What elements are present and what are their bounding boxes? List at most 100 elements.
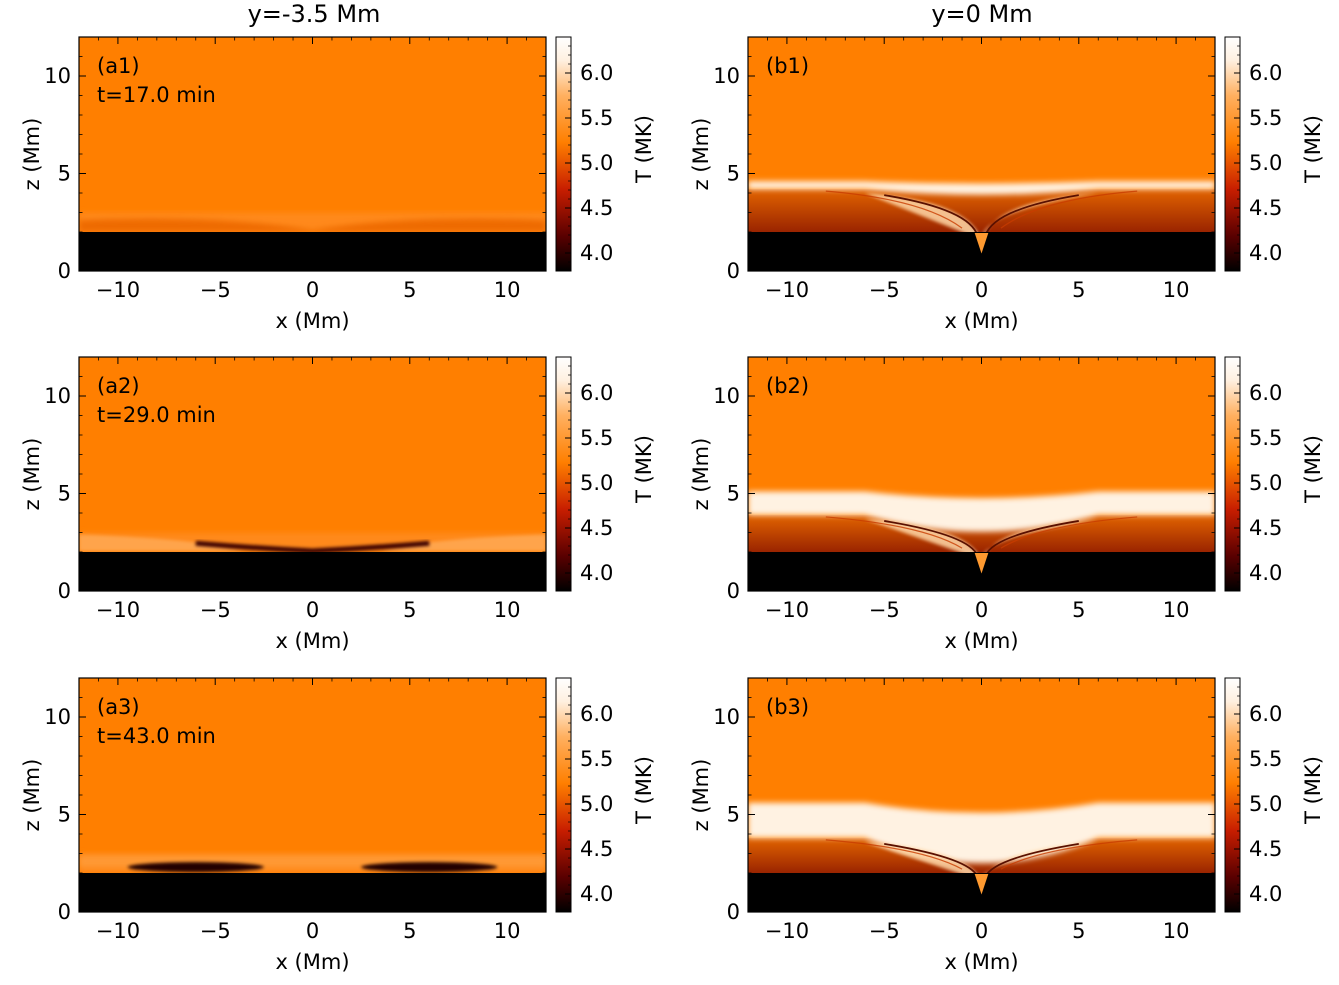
jet-v <box>864 193 1099 242</box>
loop-left <box>825 839 963 870</box>
y-tick-label: 5 <box>727 162 740 186</box>
column-title-left: y=-3.5 Mm <box>248 0 381 28</box>
y-axis-label: z (Mm) <box>20 438 44 511</box>
x-tick-label: −5 <box>200 598 231 622</box>
x-axis-label: x (Mm) <box>275 950 349 974</box>
colorbar: 4.0 4.5 5.0 5.5 6.0 T (MK) <box>1224 36 1325 272</box>
x-tick-label: −10 <box>96 598 140 622</box>
time-label: t=43.0 min <box>97 724 216 748</box>
y-tick-label: 0 <box>727 259 740 283</box>
x-tick-label: 5 <box>1072 278 1085 302</box>
y-axis-label: z (Mm) <box>689 759 713 832</box>
loop-right <box>1000 190 1138 229</box>
hot-strand-right <box>380 534 546 552</box>
x-tick-label: 10 <box>1163 919 1190 943</box>
x-tick-label: 0 <box>975 598 988 622</box>
colorbar-tick-label: 5.0 <box>1249 151 1282 175</box>
colorbar-tick-label: 4.0 <box>580 882 613 906</box>
y-tick-label: 5 <box>58 162 71 186</box>
loop-feature <box>79 218 546 232</box>
colorbar-tick-label: 4.0 <box>580 561 613 585</box>
x-tick-label: 0 <box>306 598 319 622</box>
y-tick-label: 0 <box>727 900 740 924</box>
x-axis-label: x (Mm) <box>275 309 349 333</box>
x-tick-label: 5 <box>1072 598 1085 622</box>
colorbar-tick-label: 5.0 <box>580 471 613 495</box>
colorbar-tick-label: 4.5 <box>580 516 613 540</box>
hot-layer <box>748 802 1215 864</box>
colorbar-tick-label: 4.5 <box>1249 196 1282 220</box>
colorbar-tick-label: 6.0 <box>580 381 613 405</box>
colorbar-tick-label: 4.0 <box>1249 241 1282 265</box>
x-tick-label: −5 <box>869 598 900 622</box>
y-axis-label: z (Mm) <box>689 438 713 511</box>
y-axis-label: z (Mm) <box>20 759 44 832</box>
x-tick-label: 0 <box>306 278 319 302</box>
y-tick-label: 5 <box>58 803 71 827</box>
panel-label: (b2) <box>766 374 809 398</box>
colorbar-tick-label: 6.0 <box>1249 381 1282 405</box>
x-tick-label: 5 <box>403 278 416 302</box>
x-tick-label: −5 <box>200 278 231 302</box>
loop-left <box>825 516 963 549</box>
loop-right <box>1000 516 1138 549</box>
x-tick-label: −10 <box>96 278 140 302</box>
colorbar-tick-label: 5.0 <box>580 792 613 816</box>
x-tick-label: 10 <box>1163 278 1190 302</box>
loop-right <box>1000 839 1138 870</box>
jet-edge-left <box>884 194 979 237</box>
y-tick-label: 10 <box>713 705 740 729</box>
jet-edge-left <box>884 843 979 878</box>
x-tick-label: −10 <box>96 919 140 943</box>
y-tick-label: 10 <box>713 384 740 408</box>
y-tick-label: 10 <box>713 64 740 88</box>
y-tick-label: 0 <box>58 579 71 603</box>
x-tick-label: −10 <box>765 278 809 302</box>
hot-layer <box>748 491 1215 532</box>
y-tick-label: 5 <box>727 482 740 506</box>
jet-edge-right <box>984 843 1079 878</box>
y-tick-label: 10 <box>44 705 71 729</box>
colorbar-tick-label: 5.5 <box>580 747 613 771</box>
x-axis-label: x (Mm) <box>275 629 349 653</box>
jet-edge-right <box>984 194 1079 237</box>
y-tick-label: 10 <box>44 64 71 88</box>
colorbar-tick-label: 5.5 <box>1249 426 1282 450</box>
x-tick-label: 10 <box>1163 598 1190 622</box>
heatmap-image <box>79 357 546 591</box>
colorbar-tick-label: 4.5 <box>580 196 613 220</box>
x-tick-label: 0 <box>975 278 988 302</box>
panel-label: (a1) <box>97 54 140 78</box>
x-tick-label: 5 <box>403 919 416 943</box>
cool-lens-left <box>127 862 264 873</box>
heatmap-image <box>79 37 546 271</box>
time-label: t=29.0 min <box>97 403 216 427</box>
y-tick-label: 0 <box>58 900 71 924</box>
panels: −10 −5 0 5 10 0 5 10 x (Mm) z (Mm) (a1) t=17.0 min 4… <box>20 36 1325 974</box>
panel-label: (a3) <box>97 695 140 719</box>
jet-footpoint <box>974 233 989 254</box>
heatmap-image <box>748 678 1215 912</box>
colorbar: 4.0 4.5 5.0 5.5 6.0 T (MK) <box>555 677 656 913</box>
hot-strand-left <box>79 534 245 552</box>
y-tick-label: 0 <box>58 259 71 283</box>
colorbar-tick-label: 4.5 <box>580 837 613 861</box>
jet-edge-left <box>884 520 979 557</box>
panel-b1: −10 −5 0 5 10 0 5 10 x (Mm) z (Mm) (b1) 4.0 4.5 5.0 5.… <box>689 36 1325 333</box>
colorbar-label: T (MK) <box>632 435 656 504</box>
x-tick-label: −5 <box>869 919 900 943</box>
x-tick-label: 10 <box>494 598 521 622</box>
colorbar-tick-label: 6.0 <box>580 702 613 726</box>
x-axis-label: x (Mm) <box>944 629 1018 653</box>
panel-a3: −10 −5 0 5 10 0 5 10 x (Mm) z (Mm) (a3) t=43.0 min 4… <box>20 677 656 974</box>
heatmap-image <box>748 37 1215 271</box>
jet-footpoint <box>974 874 989 895</box>
x-tick-label: 5 <box>403 598 416 622</box>
loop-left <box>825 190 963 229</box>
colorbar-tick-label: 5.5 <box>1249 106 1282 130</box>
y-tick-label: 0 <box>727 579 740 603</box>
hot-strand <box>79 855 546 868</box>
x-tick-label: 0 <box>975 919 988 943</box>
